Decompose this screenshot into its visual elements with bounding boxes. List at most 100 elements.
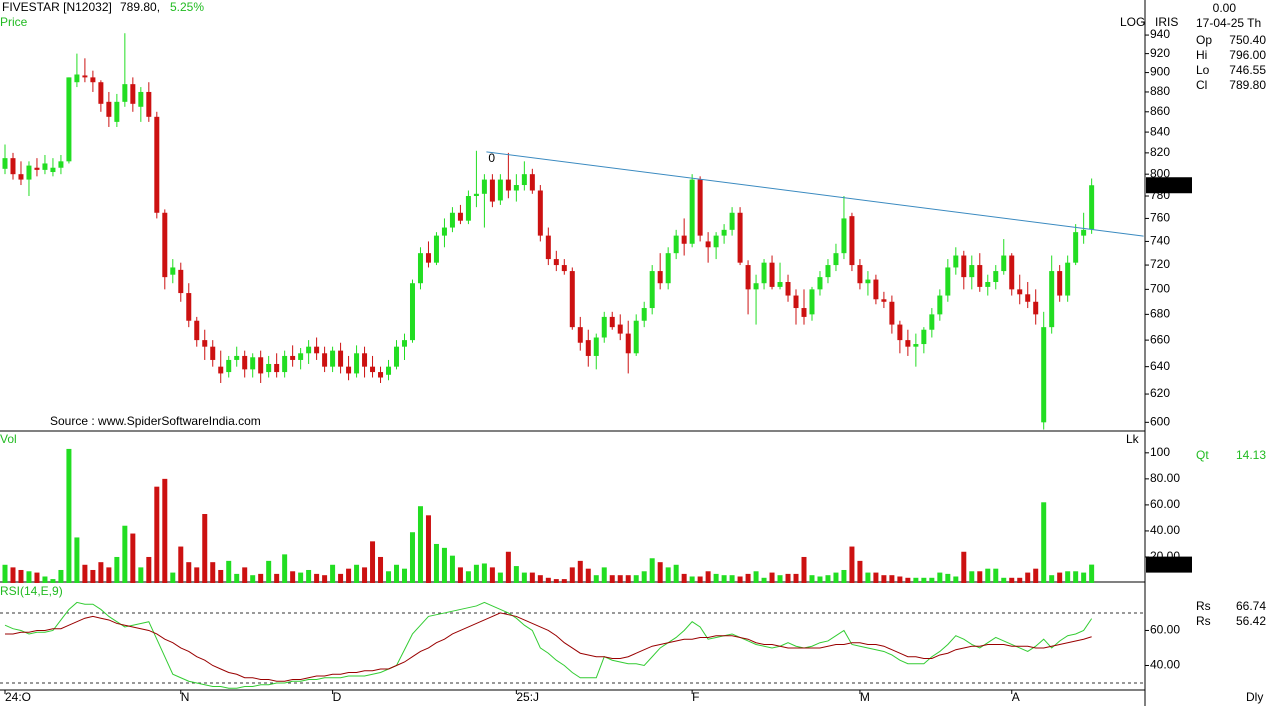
volume-bar: [441, 547, 447, 583]
candle-body: [721, 229, 727, 236]
volume-bar: [186, 562, 192, 583]
candle-body: [202, 340, 208, 347]
y-tick-label: 940: [1150, 27, 1170, 41]
volume-bar: [314, 573, 320, 583]
volume-bar: [425, 515, 431, 583]
candle-body: [649, 271, 655, 309]
y-tick-label: 880: [1150, 84, 1170, 98]
candle-body: [290, 355, 296, 360]
volume-bar: [330, 564, 336, 583]
y-tick-label: 40.00: [1150, 658, 1180, 672]
volume-bar: [218, 569, 224, 583]
volume-bar: [66, 448, 72, 583]
candle-body: [457, 212, 463, 221]
candle-body: [114, 101, 120, 122]
volume-bar: [138, 567, 144, 583]
volume-bar: [473, 564, 479, 583]
volume-bar: [449, 555, 455, 583]
symbol: FIVESTAR [N12032]: [2, 0, 112, 14]
volume-bar: [457, 567, 463, 583]
candle-body: [673, 235, 679, 254]
y-tick-label: 800: [1150, 166, 1170, 180]
volume-tag: [1146, 556, 1192, 573]
candle-body: [897, 324, 903, 341]
scale-name: IRIS: [1155, 15, 1178, 29]
volume-bar: [625, 575, 631, 583]
candle-body: [753, 283, 759, 290]
candle-body: [386, 366, 392, 375]
ohlc-label: Hi: [1196, 48, 1207, 62]
candle-body: [601, 316, 607, 338]
candle-body: [370, 366, 376, 373]
volume-bar: [1025, 572, 1031, 583]
candle-body: [561, 265, 567, 272]
candle-body: [338, 350, 344, 367]
y-tick-label: 680: [1150, 307, 1170, 321]
volume-bar: [1057, 572, 1063, 583]
candle-body: [266, 363, 272, 373]
candle-body: [737, 212, 743, 263]
corner-label: Lk: [1126, 432, 1140, 446]
candle-body: [817, 277, 823, 290]
candle-body: [242, 355, 248, 370]
candle-body: [633, 320, 639, 354]
candle-body: [945, 267, 951, 296]
volume-bar: [873, 572, 879, 583]
candle-body: [921, 329, 927, 345]
top-value: 0.00: [1213, 1, 1237, 15]
candle-body: [729, 212, 735, 230]
price-tag-text: 789.80: [1149, 177, 1186, 191]
volume-bar: [1041, 502, 1047, 583]
volume-bar: [146, 556, 152, 583]
y-tick-label: 840: [1150, 124, 1170, 138]
candle-body: [441, 227, 447, 236]
candle-body: [82, 75, 88, 78]
candle-body: [274, 363, 280, 373]
candle-body: [394, 346, 400, 367]
volume-bar: [961, 551, 967, 583]
volume-bar: [386, 571, 392, 583]
volume-bar: [801, 556, 807, 583]
candle-body: [969, 265, 975, 278]
candle-body: [1017, 289, 1023, 295]
candle-body: [306, 346, 312, 354]
volume-bar: [417, 506, 423, 583]
volume-bar: [993, 568, 999, 583]
y-tick-label: 820: [1150, 145, 1170, 159]
last-price: 789.80,: [120, 0, 160, 14]
y-tick-label: 60.00: [1150, 497, 1180, 511]
candle-body: [218, 366, 224, 374]
volume-bar: [2, 564, 8, 583]
legend-value: 56.42: [1236, 614, 1266, 628]
candle-body: [1049, 271, 1055, 328]
volume-bar: [889, 575, 895, 583]
candle-body: [513, 185, 519, 191]
ohlc-label: Cl: [1196, 78, 1207, 92]
candle-body: [993, 271, 999, 282]
candle-body: [625, 333, 631, 354]
volume-bar: [1017, 577, 1023, 583]
volume-bar: [729, 575, 735, 583]
candle-body: [409, 283, 415, 341]
volume-bar: [945, 573, 951, 583]
candle-body: [777, 281, 783, 287]
volume-bar: [953, 576, 959, 583]
volume-bar: [521, 572, 527, 583]
candle-body: [402, 340, 407, 347]
volume-bar: [362, 567, 368, 583]
volume-bar: [1089, 564, 1095, 583]
candle-body: [985, 281, 991, 287]
candle-body: [697, 179, 703, 236]
volume-bar: [10, 567, 16, 583]
panel-label: RSI(14,E,9): [0, 584, 63, 598]
volume-bar: [194, 567, 200, 583]
volume-bar: [266, 560, 272, 583]
volume-bar: [465, 571, 471, 583]
candle-body: [761, 262, 767, 284]
volume-bar: [673, 564, 679, 583]
volume-bar: [1073, 571, 1079, 583]
y-tick-label: 720: [1150, 257, 1170, 271]
candle-body: [130, 84, 136, 104]
volume-bar: [929, 577, 935, 583]
